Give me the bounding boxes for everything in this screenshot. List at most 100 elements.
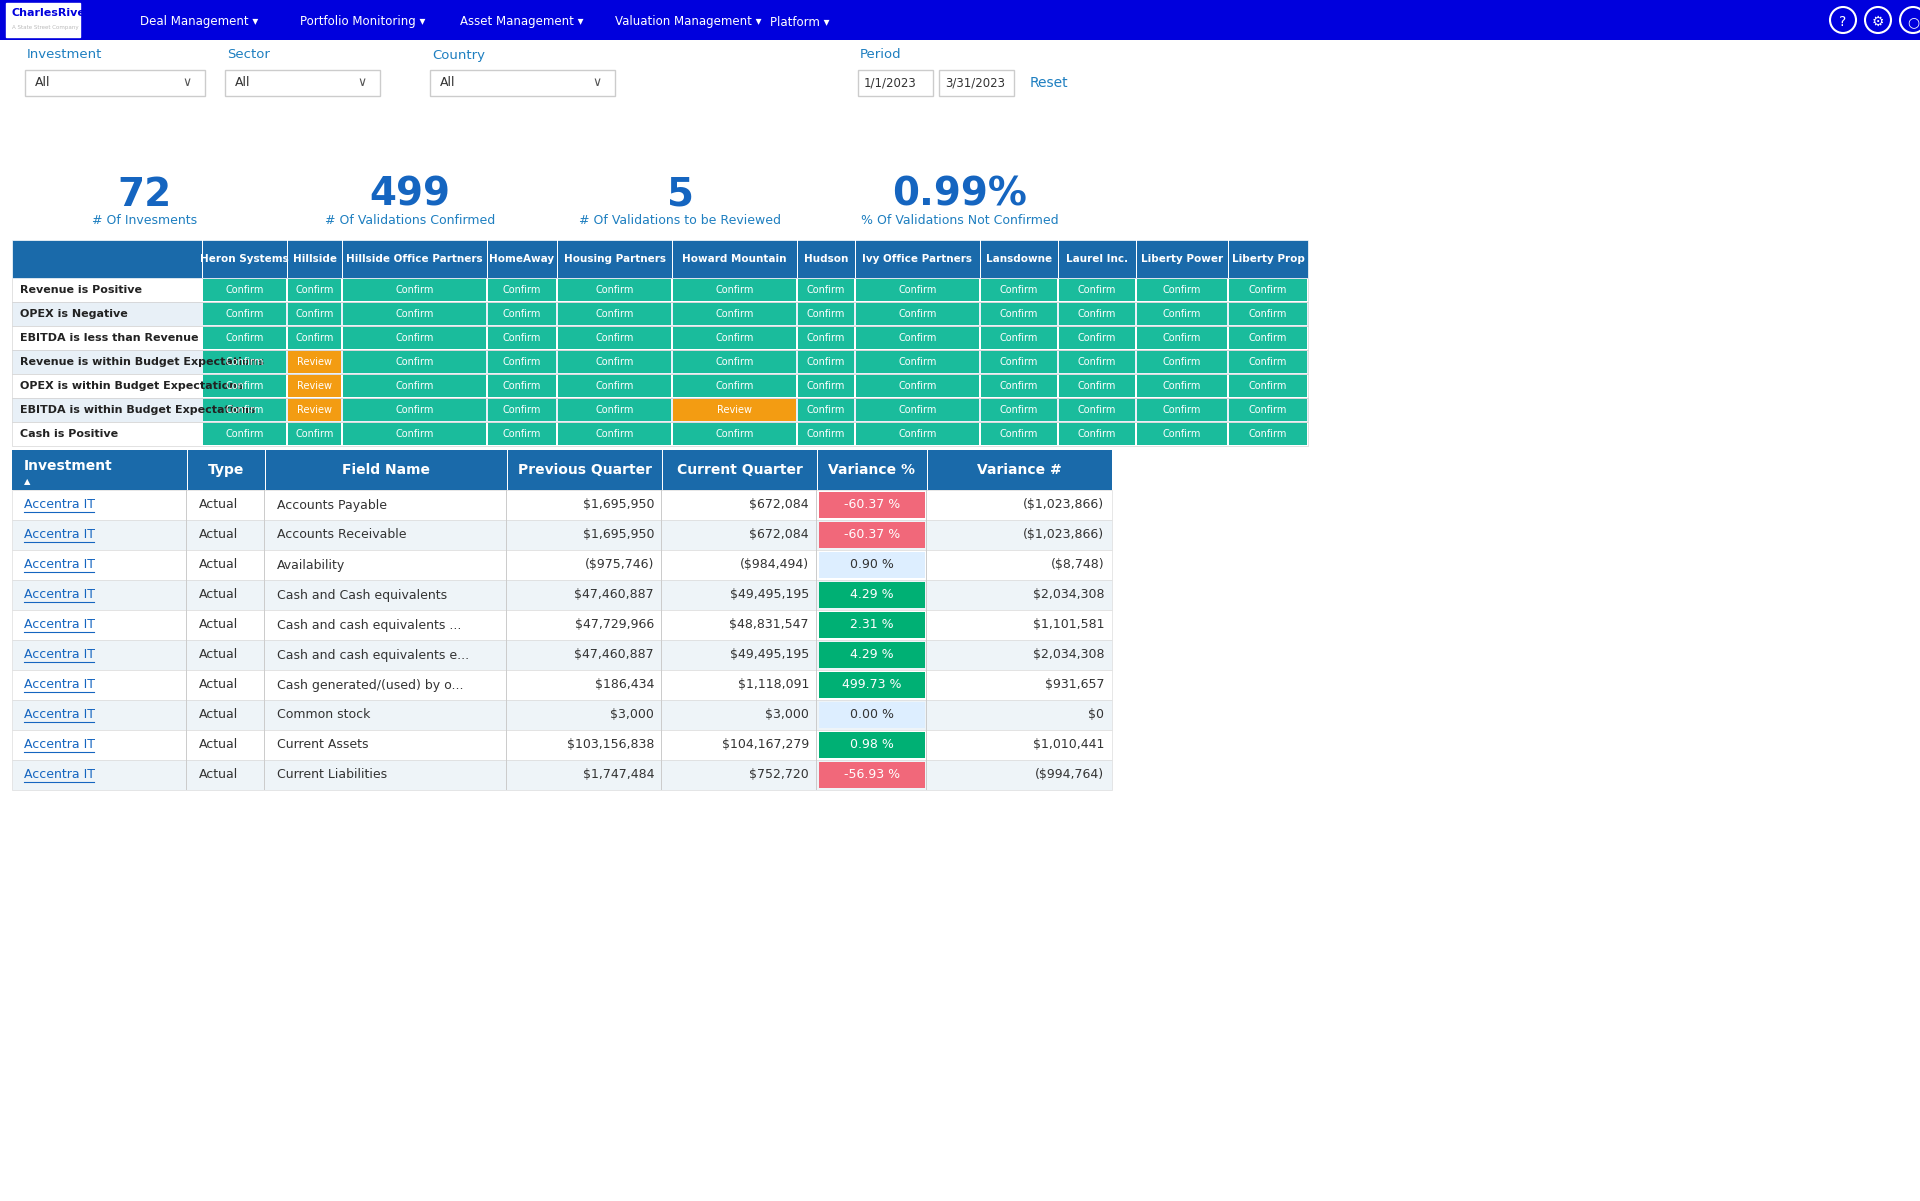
- Text: Confirm: Confirm: [396, 333, 434, 343]
- Bar: [1137, 279, 1227, 301]
- Text: 499.73 %: 499.73 %: [843, 679, 902, 692]
- Text: Confirm: Confirm: [503, 357, 541, 368]
- Text: Reset: Reset: [1029, 76, 1069, 90]
- Text: Revenue is within Budget Expectations: Revenue is within Budget Expectations: [19, 357, 265, 368]
- Bar: [981, 399, 1058, 422]
- Text: CharlesRiver: CharlesRiver: [12, 8, 92, 18]
- Bar: [12, 325, 1308, 349]
- Bar: [1137, 351, 1227, 374]
- Text: Common stock: Common stock: [276, 709, 371, 722]
- Text: ∨: ∨: [357, 77, 367, 90]
- Bar: [1229, 279, 1308, 301]
- Text: All: All: [234, 77, 250, 90]
- Bar: [1060, 303, 1135, 325]
- Text: 0.00 %: 0.00 %: [851, 709, 895, 722]
- Bar: [1229, 303, 1308, 325]
- Text: ($1,023,866): ($1,023,866): [1023, 498, 1104, 512]
- Bar: [856, 303, 979, 325]
- Text: OPEX is Negative: OPEX is Negative: [19, 309, 129, 319]
- Bar: [288, 303, 342, 325]
- Text: $672,084: $672,084: [749, 528, 808, 542]
- Text: Deal Management ▾: Deal Management ▾: [140, 16, 259, 29]
- Text: Confirm: Confirm: [1248, 357, 1286, 368]
- Text: $3,000: $3,000: [766, 709, 808, 722]
- Bar: [12, 398, 1308, 422]
- Text: Confirm: Confirm: [1077, 381, 1116, 392]
- Text: Investment: Investment: [23, 459, 113, 473]
- Bar: [674, 351, 797, 374]
- Bar: [1137, 327, 1227, 349]
- Text: Actual: Actual: [200, 528, 238, 542]
- Bar: [1229, 399, 1308, 422]
- Bar: [856, 327, 979, 349]
- Text: Cash generated/(used) by o...: Cash generated/(used) by o...: [276, 679, 463, 692]
- Bar: [288, 423, 342, 446]
- Bar: [1137, 399, 1227, 422]
- Text: Hillside: Hillside: [292, 253, 336, 264]
- Bar: [820, 522, 925, 548]
- Text: Confirm: Confirm: [1164, 381, 1202, 392]
- Text: Liberty Power: Liberty Power: [1140, 253, 1223, 264]
- Text: $2,034,308: $2,034,308: [1033, 649, 1104, 662]
- Text: Confirm: Confirm: [1000, 405, 1039, 416]
- Bar: [820, 582, 925, 608]
- Text: Hudson: Hudson: [804, 253, 849, 264]
- Text: Accentra IT: Accentra IT: [23, 498, 94, 512]
- Bar: [1060, 279, 1135, 301]
- Text: EBITDA is within Budget Expectations: EBITDA is within Budget Expectations: [19, 405, 255, 416]
- Text: Confirm: Confirm: [595, 405, 634, 416]
- Text: ∨: ∨: [593, 77, 601, 90]
- Bar: [799, 399, 854, 422]
- Text: ($975,746): ($975,746): [584, 558, 655, 572]
- Text: Field Name: Field Name: [342, 464, 430, 477]
- Text: Confirm: Confirm: [503, 309, 541, 319]
- Text: ○: ○: [1907, 14, 1920, 29]
- Text: Confirm: Confirm: [1248, 309, 1286, 319]
- Text: Confirm: Confirm: [1077, 285, 1116, 295]
- Bar: [858, 70, 933, 96]
- Text: Confirm: Confirm: [225, 405, 263, 416]
- Bar: [820, 673, 925, 698]
- Text: Accounts Payable: Accounts Payable: [276, 498, 388, 512]
- Text: Confirm: Confirm: [806, 333, 845, 343]
- Text: $49,495,195: $49,495,195: [730, 588, 808, 602]
- Bar: [799, 375, 854, 398]
- Text: All: All: [440, 77, 455, 90]
- Text: -56.93 %: -56.93 %: [845, 769, 900, 782]
- Bar: [799, 303, 854, 325]
- Text: Confirm: Confirm: [806, 285, 845, 295]
- Text: Revenue is Positive: Revenue is Positive: [19, 285, 142, 295]
- Text: $752,720: $752,720: [749, 769, 808, 782]
- Text: Valuation Management ▾: Valuation Management ▾: [614, 16, 762, 29]
- Bar: [204, 399, 286, 422]
- Text: 0.98 %: 0.98 %: [851, 739, 895, 752]
- Text: Confirm: Confirm: [225, 381, 263, 392]
- Text: ($1,023,866): ($1,023,866): [1023, 528, 1104, 542]
- Text: 3/31/2023: 3/31/2023: [945, 77, 1004, 90]
- Text: EBITDA is less than Revenue: EBITDA is less than Revenue: [19, 333, 198, 343]
- Text: Confirm: Confirm: [1000, 381, 1039, 392]
- Bar: [981, 327, 1058, 349]
- Bar: [1060, 351, 1135, 374]
- Text: Confirm: Confirm: [899, 429, 937, 440]
- Text: Actual: Actual: [200, 588, 238, 602]
- Bar: [12, 550, 1112, 580]
- Text: Actual: Actual: [200, 619, 238, 632]
- Bar: [288, 327, 342, 349]
- Text: Confirm: Confirm: [716, 333, 755, 343]
- Text: Confirm: Confirm: [595, 309, 634, 319]
- Bar: [204, 351, 286, 374]
- Text: Cash and Cash equivalents: Cash and Cash equivalents: [276, 588, 447, 602]
- Text: Actual: Actual: [200, 498, 238, 512]
- Bar: [344, 423, 486, 446]
- Text: A State Street Company: A State Street Company: [12, 25, 79, 30]
- Bar: [820, 703, 925, 728]
- Text: Confirm: Confirm: [396, 285, 434, 295]
- Bar: [559, 399, 670, 422]
- Text: Confirm: Confirm: [296, 285, 334, 295]
- Text: Actual: Actual: [200, 739, 238, 752]
- Text: Review: Review: [298, 357, 332, 368]
- Text: Actual: Actual: [200, 679, 238, 692]
- Text: Confirm: Confirm: [595, 285, 634, 295]
- Text: ∨: ∨: [182, 77, 192, 90]
